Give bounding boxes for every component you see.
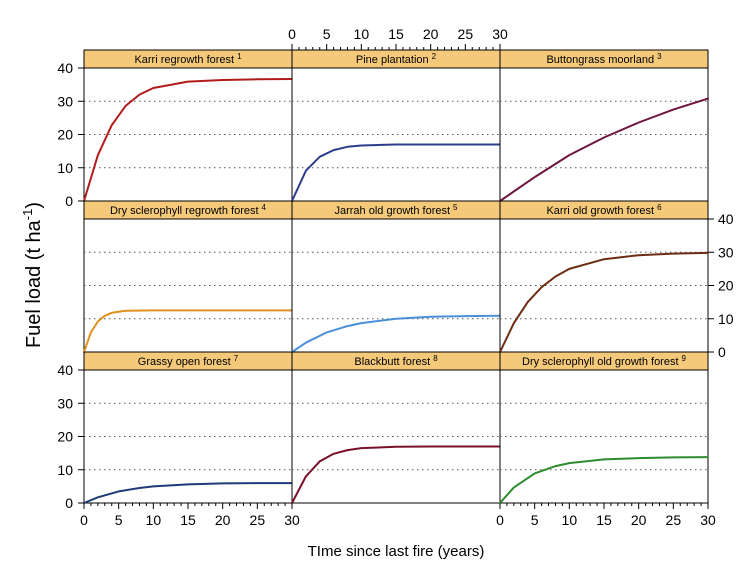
y-tick-label: 0 — [65, 193, 73, 209]
y-tick-label: 30 — [57, 395, 73, 411]
panel-plot-area — [291, 369, 501, 504]
panel-title: Jarrah old growth forest 5 — [334, 203, 458, 217]
panel-plot-area — [291, 218, 501, 353]
panel-plot-area — [83, 67, 293, 202]
panel-plot-area — [499, 369, 709, 504]
x-tick-label: 15 — [388, 26, 404, 42]
x-tick-label: 10 — [354, 26, 370, 42]
x-tick-label: 20 — [631, 512, 647, 528]
y-tick-label: 10 — [57, 160, 73, 176]
x-tick-label: 15 — [596, 512, 612, 528]
series-line — [83, 309, 293, 353]
x-tick-label: 5 — [323, 26, 331, 42]
panel-plot-area — [83, 369, 293, 504]
x-tick-label: 30 — [700, 512, 716, 528]
panel-plot-area — [291, 67, 501, 202]
panel-3: Buttongrass moorland 3 — [499, 49, 709, 202]
panel-5: Jarrah old growth forest 5 — [291, 200, 501, 353]
x-tick-label: 0 — [496, 512, 504, 528]
panel-title: Dry sclerophyll old growth forest 9 — [522, 354, 687, 368]
y-tick-label: 10 — [718, 311, 734, 327]
series-line — [291, 143, 501, 202]
panel-title: Karri regrowth forest 1 — [134, 52, 242, 66]
panel-plot-area — [499, 218, 709, 353]
y-tick-label: 40 — [57, 60, 73, 76]
x-tick-label: 25 — [458, 26, 474, 42]
y-tick-label: 10 — [57, 462, 73, 478]
series-line — [291, 314, 501, 353]
panel-title: Dry sclerophyll regrowth forest 4 — [110, 203, 267, 217]
panel-9: Dry sclerophyll old growth forest 9 — [499, 351, 709, 504]
y-tick-label: 20 — [718, 278, 734, 294]
x-tick-label: 25 — [250, 512, 266, 528]
panel-title: Buttongrass moorland 3 — [546, 52, 662, 66]
x-tick-label: 30 — [492, 26, 508, 42]
x-tick-label: 5 — [115, 512, 123, 528]
x-tick-label: 5 — [531, 512, 539, 528]
y-tick-label: 30 — [57, 93, 73, 109]
series-line — [83, 482, 293, 504]
panel-title: Karri old growth forest 6 — [546, 203, 662, 217]
panel-2: Pine plantation 2 — [291, 49, 501, 202]
x-tick-label: 0 — [288, 26, 296, 42]
panel-1: Karri regrowth forest 1 — [83, 49, 293, 202]
x-axis-title: TIme since last fire (years) — [308, 543, 485, 560]
panel-plot-area — [83, 218, 293, 353]
y-axis-title: Fuel load (t ha-1) — [20, 202, 45, 348]
y-tick-label: 0 — [65, 495, 73, 511]
x-tick-label: 0 — [80, 512, 88, 528]
y-tick-label: 30 — [718, 244, 734, 260]
series-line — [499, 251, 709, 353]
x-tick-label: 20 — [215, 512, 231, 528]
panel-8: Blackbutt forest 8 — [291, 351, 501, 504]
x-tick-label: 20 — [423, 26, 439, 42]
x-tick-label: 10 — [562, 512, 578, 528]
panel-6: Karri old growth forest 6 — [499, 200, 709, 353]
panel-title: Grassy open forest 7 — [138, 354, 239, 368]
panel-4: Dry sclerophyll regrowth forest 4 — [83, 200, 293, 353]
x-tick-label: 25 — [666, 512, 682, 528]
y-tick-label: 40 — [57, 362, 73, 378]
x-tick-label: 10 — [146, 512, 162, 528]
x-tick-label: 15 — [180, 512, 196, 528]
x-tick-label: 30 — [284, 512, 300, 528]
panel-7: Grassy open forest 7 — [83, 351, 293, 504]
y-tick-label: 0 — [718, 344, 726, 360]
series-line — [83, 78, 293, 202]
y-tick-label: 20 — [57, 127, 73, 143]
series-line — [499, 97, 709, 202]
y-tick-label: 20 — [57, 429, 73, 445]
panel-title: Pine plantation 2 — [356, 52, 437, 66]
panel-title: Blackbutt forest 8 — [354, 354, 438, 368]
series-line — [291, 445, 501, 504]
y-tick-label: 40 — [718, 211, 734, 227]
series-line — [499, 456, 709, 504]
